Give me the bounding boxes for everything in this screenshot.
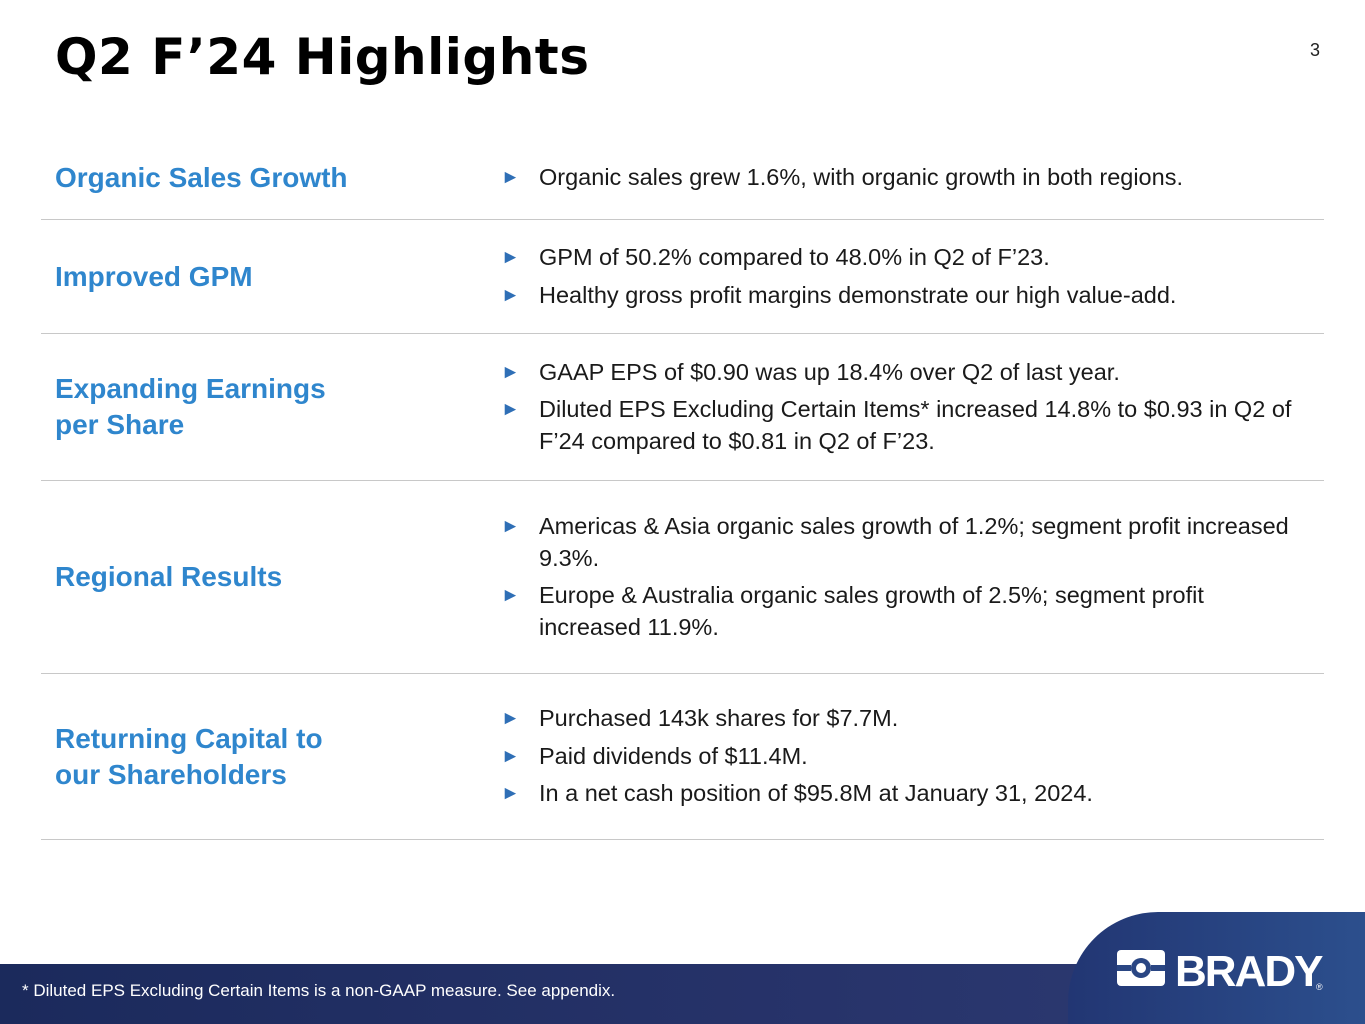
highlights-table: Organic Sales Growth ► Organic sales gre… bbox=[41, 137, 1324, 840]
page-number: 3 bbox=[1309, 40, 1320, 60]
bullet-text: Europe & Australia organic sales growth … bbox=[539, 582, 1204, 640]
list-item: ► Europe & Australia organic sales growt… bbox=[501, 580, 1301, 643]
bullet-text: Organic sales grew 1.6%, with organic gr… bbox=[539, 164, 1183, 191]
triangle-right-icon: ► bbox=[501, 516, 520, 537]
triangle-right-icon: ► bbox=[501, 361, 520, 383]
row-label: Returning Capital to our Shareholders bbox=[55, 721, 415, 793]
row-label: Regional Results bbox=[55, 561, 283, 592]
list-item: ► Paid dividends of $11.4M. bbox=[501, 741, 1301, 773]
footnote: * Diluted EPS Excluding Certain Items is… bbox=[22, 981, 616, 1000]
triangle-right-icon: ► bbox=[501, 399, 520, 421]
highlight-row-regional: Regional Results ► Americas & Asia organ… bbox=[41, 481, 1324, 674]
highlight-row-gpm: Improved GPM ► GPM of 50.2% compared to … bbox=[41, 220, 1324, 334]
row-label-line: per Share bbox=[55, 409, 185, 440]
triangle-right-icon: ► bbox=[501, 167, 520, 189]
bullet-text: Healthy gross profit margins demonstrate… bbox=[539, 281, 1177, 308]
row-label: Improved GPM bbox=[55, 260, 253, 292]
list-item: ► Purchased 143k shares for $7.7M. bbox=[501, 703, 1301, 735]
bullet-list: ► GAAP EPS of $0.90 was up 18.4% over Q2… bbox=[501, 357, 1301, 458]
triangle-right-icon: ► bbox=[501, 745, 520, 767]
list-item: ► GAAP EPS of $0.90 was up 18.4% over Q2… bbox=[501, 357, 1301, 389]
highlight-row-organic-sales: Organic Sales Growth ► Organic sales gre… bbox=[41, 137, 1324, 220]
bullet-text: Diluted EPS Excluding Certain Items* inc… bbox=[539, 396, 1292, 454]
row-label-line: our Shareholders bbox=[55, 758, 287, 790]
bullet-text: Americas & Asia organic sales growth of … bbox=[539, 513, 1289, 571]
bullet-text: In a net cash position of $95.8M at Janu… bbox=[539, 780, 1093, 807]
list-item: ► Diluted EPS Excluding Certain Items* i… bbox=[501, 394, 1301, 457]
triangle-right-icon: ► bbox=[501, 783, 520, 805]
bullet-list: ► Organic sales grew 1.6%, with organic … bbox=[501, 162, 1301, 194]
list-item: ► In a net cash position of $95.8M at Ja… bbox=[501, 778, 1301, 810]
logo-wordmark: BRADY bbox=[1175, 947, 1323, 994]
bullet-text: Purchased 143k shares for $7.7M. bbox=[539, 705, 899, 732]
row-label: Expanding Earnings per Share bbox=[55, 371, 415, 443]
bullet-list: ► Purchased 143k shares for $7.7M. ► Pai… bbox=[501, 703, 1301, 810]
triangle-right-icon: ► bbox=[501, 708, 520, 730]
bullet-text: GAAP EPS of $0.90 was up 18.4% over Q2 o… bbox=[539, 358, 1120, 385]
list-item: ► GPM of 50.2% compared to 48.0% in Q2 o… bbox=[501, 242, 1301, 274]
triangle-right-icon: ► bbox=[501, 585, 520, 606]
triangle-right-icon: ► bbox=[501, 284, 520, 306]
list-item: ► Healthy gross profit margins demonstra… bbox=[501, 280, 1301, 312]
bullet-list: ► GPM of 50.2% compared to 48.0% in Q2 o… bbox=[501, 242, 1301, 311]
row-label: Organic Sales Growth bbox=[55, 162, 348, 193]
registered-mark: ® bbox=[1316, 982, 1323, 992]
highlight-row-eps: Expanding Earnings per Share ► GAAP EPS … bbox=[41, 334, 1324, 481]
row-label-line: Expanding Earnings bbox=[55, 373, 326, 404]
list-item: ► Americas & Asia organic sales growth o… bbox=[501, 511, 1301, 574]
row-label-line: Returning Capital to bbox=[55, 722, 323, 754]
triangle-right-icon: ► bbox=[501, 247, 520, 268]
bullet-text: GPM of 50.2% compared to 48.0% in Q2 of … bbox=[539, 244, 1050, 270]
bullet-text: Paid dividends of $11.4M. bbox=[539, 742, 808, 769]
highlight-row-capital: Returning Capital to our Shareholders ► … bbox=[41, 674, 1324, 840]
list-item: ► Organic sales grew 1.6%, with organic … bbox=[501, 162, 1301, 194]
bullet-list: ► Americas & Asia organic sales growth o… bbox=[501, 511, 1301, 643]
page-title: Q2 F’24 Highlights bbox=[55, 28, 590, 86]
brady-logo-icon: BRADY ® bbox=[1117, 947, 1325, 994]
